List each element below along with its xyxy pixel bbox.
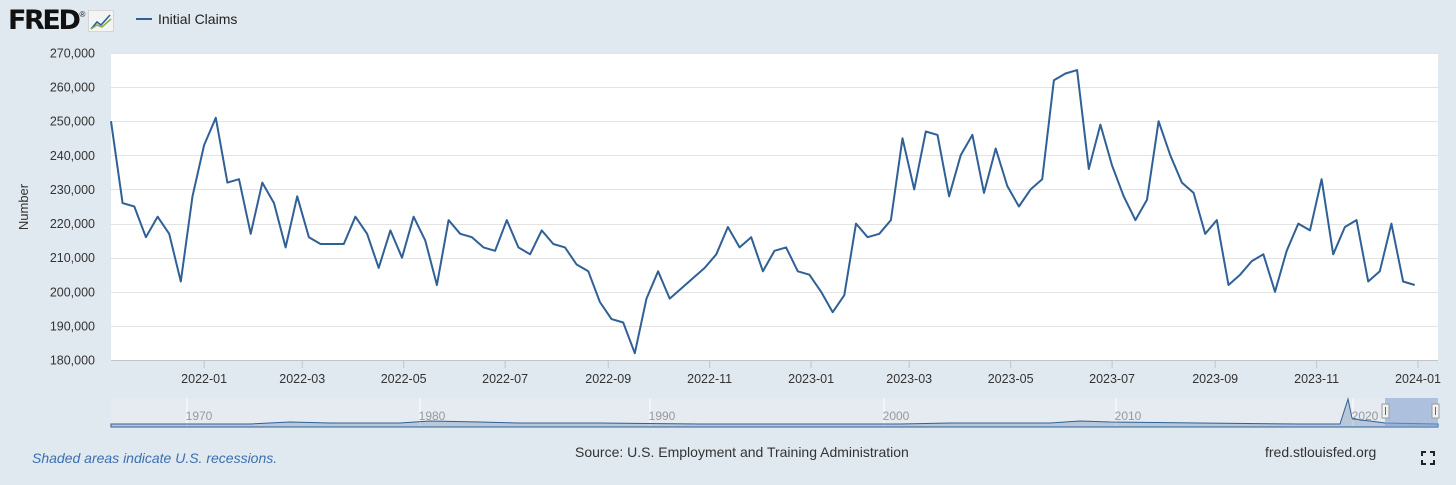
y-tick-label: 220,000 <box>50 217 95 231</box>
x-tick-label: 2023-07 <box>1089 372 1135 386</box>
x-tick-label: 2023-01 <box>788 372 834 386</box>
y-tick-label: 260,000 <box>50 81 95 95</box>
line-chart-icon <box>88 10 115 32</box>
y-axis-label: Number <box>16 183 31 230</box>
navigator-year-label: 1980 <box>419 409 446 423</box>
y-tick-label: 190,000 <box>50 319 95 333</box>
y-tick-label: 210,000 <box>50 251 95 265</box>
y-tick-label: 180,000 <box>50 354 95 368</box>
navigator-background[interactable] <box>111 398 1438 427</box>
x-tick-label: 2022-05 <box>381 372 427 386</box>
fred-logo[interactable]: FRED ® <box>8 5 115 36</box>
y-tick-label: 270,000 <box>50 47 95 61</box>
y-tick-label: 240,000 <box>50 149 95 163</box>
chart-header: FRED ® Initial Claims <box>0 0 1456 44</box>
navigator-year-label: 2010 <box>1115 409 1142 423</box>
x-tick-label: 2022-01 <box>181 372 227 386</box>
time-navigator[interactable]: 1970 1980 1990 2000 2010 2020 <box>110 397 1440 428</box>
x-tick-label: 2024-01 <box>1395 372 1441 386</box>
navigator-year-label: 1970 <box>186 409 213 423</box>
x-tick-label: 2023-09 <box>1192 372 1238 386</box>
legend-swatch <box>136 18 152 20</box>
y-tick-label: 200,000 <box>50 285 95 299</box>
navigator-selection[interactable] <box>1385 398 1438 427</box>
grid-lines <box>111 53 1438 361</box>
x-axis-ticks: 2022-01 2022-03 2022-05 2022-07 2022-09 2022-… <box>111 360 1441 386</box>
x-tick-label: 2023-05 <box>988 372 1034 386</box>
x-tick-label: 2022-11 <box>687 372 732 386</box>
y-tick-label: 250,000 <box>50 115 95 129</box>
legend-label: Initial Claims <box>158 11 238 27</box>
fred-logo-text: FRED <box>8 5 81 36</box>
site-link[interactable]: fred.stlouisfed.org <box>1265 444 1377 460</box>
x-tick-label: 2022-09 <box>585 372 631 386</box>
x-tick-label: 2022-03 <box>279 372 325 386</box>
plot-area <box>111 53 1438 360</box>
navigator-year-label: 1990 <box>649 409 676 423</box>
x-tick-label: 2022-07 <box>482 372 528 386</box>
registered-mark: ® <box>79 10 86 19</box>
recession-note: Shaded areas indicate U.S. recessions. <box>32 450 278 466</box>
source-text: Source: U.S. Employment and Training Adm… <box>575 444 909 460</box>
y-tick-label: 230,000 <box>50 183 95 197</box>
navigator-year-label: 2000 <box>883 409 910 423</box>
legend[interactable]: Initial Claims <box>136 11 237 27</box>
x-tick-label: 2023-03 <box>886 372 932 386</box>
y-axis-ticks: 180,000 190,000 200,000 210,000 220,000 230,0… <box>50 47 95 368</box>
series-line-initial-claims[interactable] <box>110 69 1415 355</box>
x-tick-label: 2023-11 <box>1294 372 1339 386</box>
navigator-year-labels: 1970 1980 1990 2000 2010 2020 <box>186 398 1379 427</box>
expand-icon[interactable] <box>1420 450 1436 466</box>
navigator-series-area <box>110 397 1439 428</box>
